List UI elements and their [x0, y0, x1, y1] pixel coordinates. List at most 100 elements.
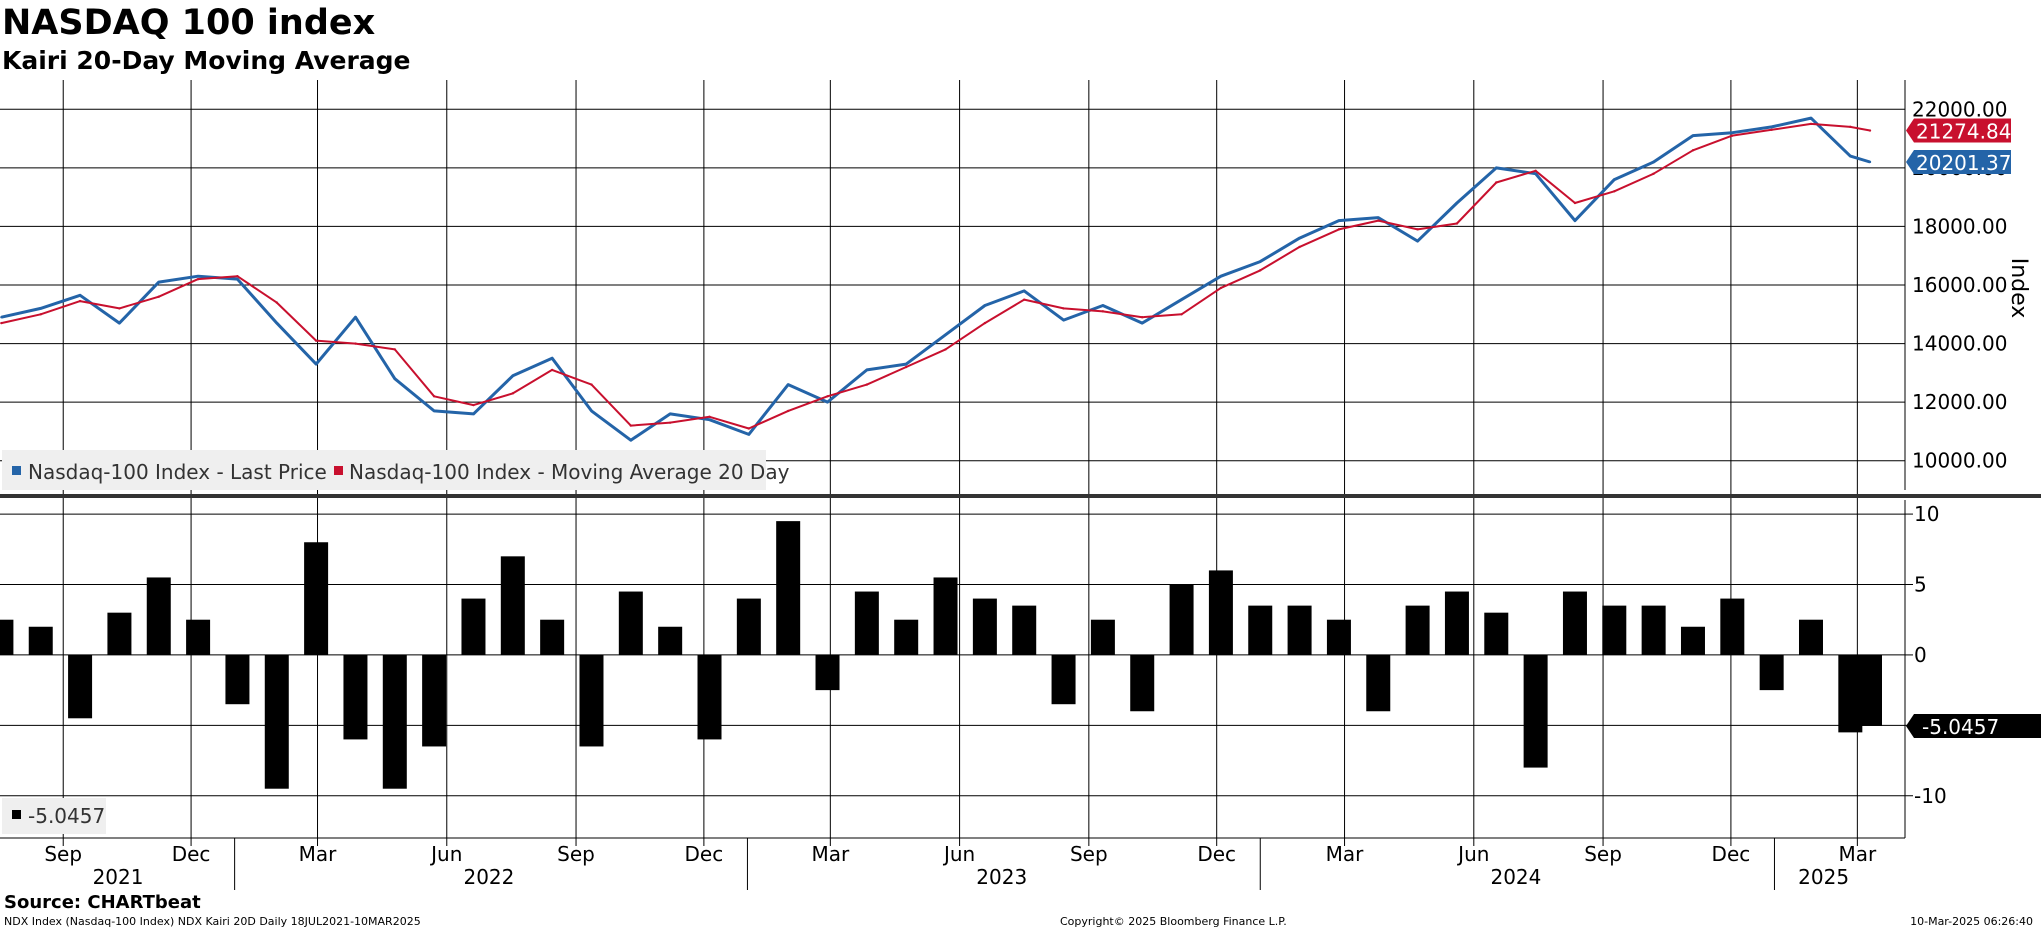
- kairi-bar: [658, 626, 683, 655]
- data-point: [1259, 269, 1262, 272]
- data-point: [983, 304, 987, 307]
- data-point: [1573, 201, 1577, 205]
- x-tick-label: Sep: [1584, 842, 1622, 866]
- kairi-bar: [500, 556, 525, 655]
- data-point: [1141, 321, 1144, 325]
- x-tick-label: Mar: [299, 842, 338, 866]
- data-point: [1731, 131, 1734, 134]
- y-tick-label: 16000.00: [1912, 273, 2007, 297]
- data-point: [472, 403, 475, 407]
- value-tag-bg: [1906, 713, 2041, 738]
- data-point: [275, 301, 278, 304]
- data-point: [196, 277, 200, 281]
- kairi-bar: [1326, 619, 1351, 655]
- kairi-bar: [1051, 654, 1076, 705]
- x-tick-label: Dec: [1197, 842, 1236, 866]
- kairi-bar: [972, 598, 997, 655]
- data-point: [314, 362, 318, 366]
- series-moving-average: [0, 122, 1872, 430]
- kairi-bar: [1562, 591, 1587, 655]
- data-point: [826, 400, 829, 404]
- kairi-bar: [540, 619, 565, 655]
- data-point: [550, 368, 554, 372]
- x-year-label: 2022: [463, 865, 514, 889]
- data-point: [432, 409, 436, 413]
- kairi-bar: [1602, 605, 1627, 655]
- data-point: [786, 409, 790, 413]
- y-tick-label: 22000.00: [1912, 97, 2007, 121]
- data-point: [1416, 228, 1419, 231]
- kairi-bar: [1248, 605, 1273, 655]
- kairi-bar: [1759, 654, 1784, 691]
- legend-swatch-ma: [334, 466, 343, 475]
- data-point: [0, 316, 3, 319]
- x-tick-label: Mar: [1838, 842, 1877, 866]
- y-tick-label: 5: [1914, 573, 1927, 597]
- data-point: [39, 307, 42, 310]
- x-tick-label: Jun: [429, 842, 462, 866]
- kairi-bar: [1798, 619, 1823, 655]
- data-point: [393, 377, 396, 380]
- x-year-label: 2025: [1798, 865, 1849, 889]
- kairi-bar: [264, 654, 289, 789]
- kairi-bar: [1405, 605, 1430, 655]
- x-tick-label: Dec: [172, 842, 211, 866]
- data-point: [236, 275, 239, 278]
- footer-copyright: Copyright© 2025 Bloomberg Finance L.P.: [1060, 915, 1287, 928]
- data-point: [1868, 160, 1872, 164]
- kairi-bar: [1720, 598, 1745, 655]
- kairi-bar: [1366, 654, 1391, 712]
- data-point: [590, 383, 593, 386]
- kairi-bar: [1680, 626, 1705, 655]
- data-point: [1455, 201, 1459, 205]
- data-point: [1219, 275, 1223, 278]
- data-point: [1534, 169, 1537, 172]
- kairi-bar: [68, 654, 93, 719]
- data-point: [157, 280, 160, 284]
- chart-title: NASDAQ 100 index: [2, 3, 376, 43]
- legend-bg: [2, 450, 766, 490]
- legend-label-ma: Nasdaq-100 Index - Moving Average 20 Day: [349, 460, 790, 484]
- data-point: [157, 295, 160, 298]
- data-point: [0, 321, 3, 325]
- kairi-bars: [0, 521, 1882, 789]
- ma-last-value-tag: 21274.84: [1906, 118, 2011, 144]
- data-point: [1023, 298, 1026, 301]
- y-tick-label: 10000.00: [1912, 449, 2007, 473]
- x-tick-label: Sep: [1070, 842, 1108, 866]
- data-point: [708, 415, 711, 418]
- data-point: [1652, 160, 1655, 164]
- x-axis: Sep Dec Mar Jun Sep Dec Mar Jun Sep Dec Mar Jun Sep D…: [0, 837, 1905, 890]
- data-point: [1180, 313, 1183, 316]
- value-tag-label: -5.0457: [1922, 715, 1999, 739]
- data-point: [747, 427, 751, 430]
- data-point: [314, 339, 318, 342]
- x-tick-label: Dec: [685, 842, 724, 866]
- value-tag-bg: [1906, 149, 2011, 174]
- data-point: [865, 368, 869, 372]
- data-point: [1337, 219, 1341, 222]
- x-tick-label: Jun: [1456, 842, 1489, 866]
- price-last-value-tag: 20201.37: [1906, 149, 2011, 175]
- y-tick-label: 18000.00: [1912, 214, 2007, 238]
- kairi-bar: [1169, 584, 1194, 655]
- data-point: [1809, 116, 1813, 120]
- data-point: [39, 313, 42, 316]
- data-point: [668, 412, 672, 416]
- kairi-bar: [1208, 570, 1233, 655]
- data-point: [1652, 172, 1655, 175]
- kairi-bar: [422, 654, 447, 747]
- data-point: [1849, 154, 1852, 158]
- y-tick-label: 0: [1914, 643, 1927, 667]
- data-point: [1613, 190, 1616, 193]
- data-point: [118, 321, 121, 325]
- data-point: [1455, 222, 1459, 225]
- x-tick-label: Sep: [44, 842, 82, 866]
- data-point: [1868, 129, 1872, 132]
- kairi-bar: [1858, 654, 1882, 726]
- value-tag-label: 21274.84: [1916, 120, 2011, 144]
- kairi-bar: [579, 654, 604, 747]
- x-year-label: 2023: [976, 865, 1027, 889]
- kairi-bar: [343, 654, 368, 740]
